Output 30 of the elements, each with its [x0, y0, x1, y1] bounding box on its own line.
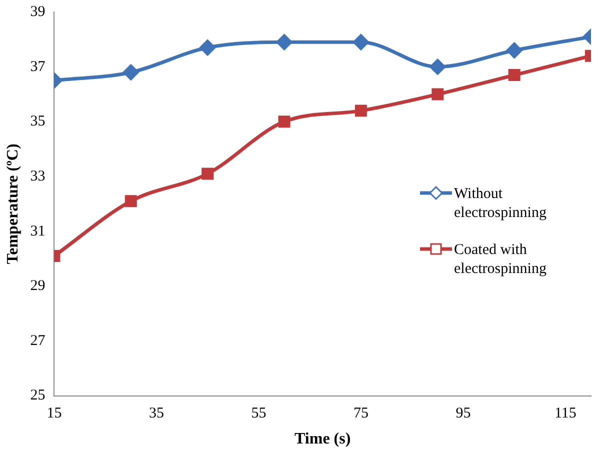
point [506, 42, 522, 58]
x-tick-label: 75 [353, 406, 368, 422]
x-tick-label: 95 [456, 406, 471, 422]
point [354, 104, 367, 117]
y-axis-title: Temperature (ºC) [4, 144, 22, 264]
point [278, 116, 290, 128]
y-tick-label: 39 [30, 4, 46, 20]
x-tick-label: 35 [148, 406, 164, 422]
y-tick-label: 37 [30, 58, 46, 75]
y-tick-label: 33 [30, 168, 46, 184]
point [276, 34, 292, 50]
point [124, 195, 137, 208]
x-tick-label: 115 [554, 406, 576, 422]
legend-label: Without electrospinning [454, 185, 548, 223]
x-tick-label: 15 [46, 406, 62, 422]
point [432, 88, 444, 100]
point [430, 59, 446, 75]
y-tick-label: 25 [30, 388, 46, 404]
y-tick-label: 31 [30, 223, 46, 240]
point [202, 168, 214, 180]
point [123, 64, 139, 80]
y-tick-label: 35 [30, 114, 46, 130]
point [508, 69, 520, 82]
x-axis-title: Time (s) [294, 430, 351, 448]
legend-label: Coated with electrospinning [454, 241, 548, 279]
point [353, 34, 369, 50]
y-tick-label: 29 [30, 278, 46, 294]
x-tick-label: 55 [251, 406, 266, 422]
point [200, 40, 216, 56]
y-tick-label: 27 [30, 332, 46, 349]
